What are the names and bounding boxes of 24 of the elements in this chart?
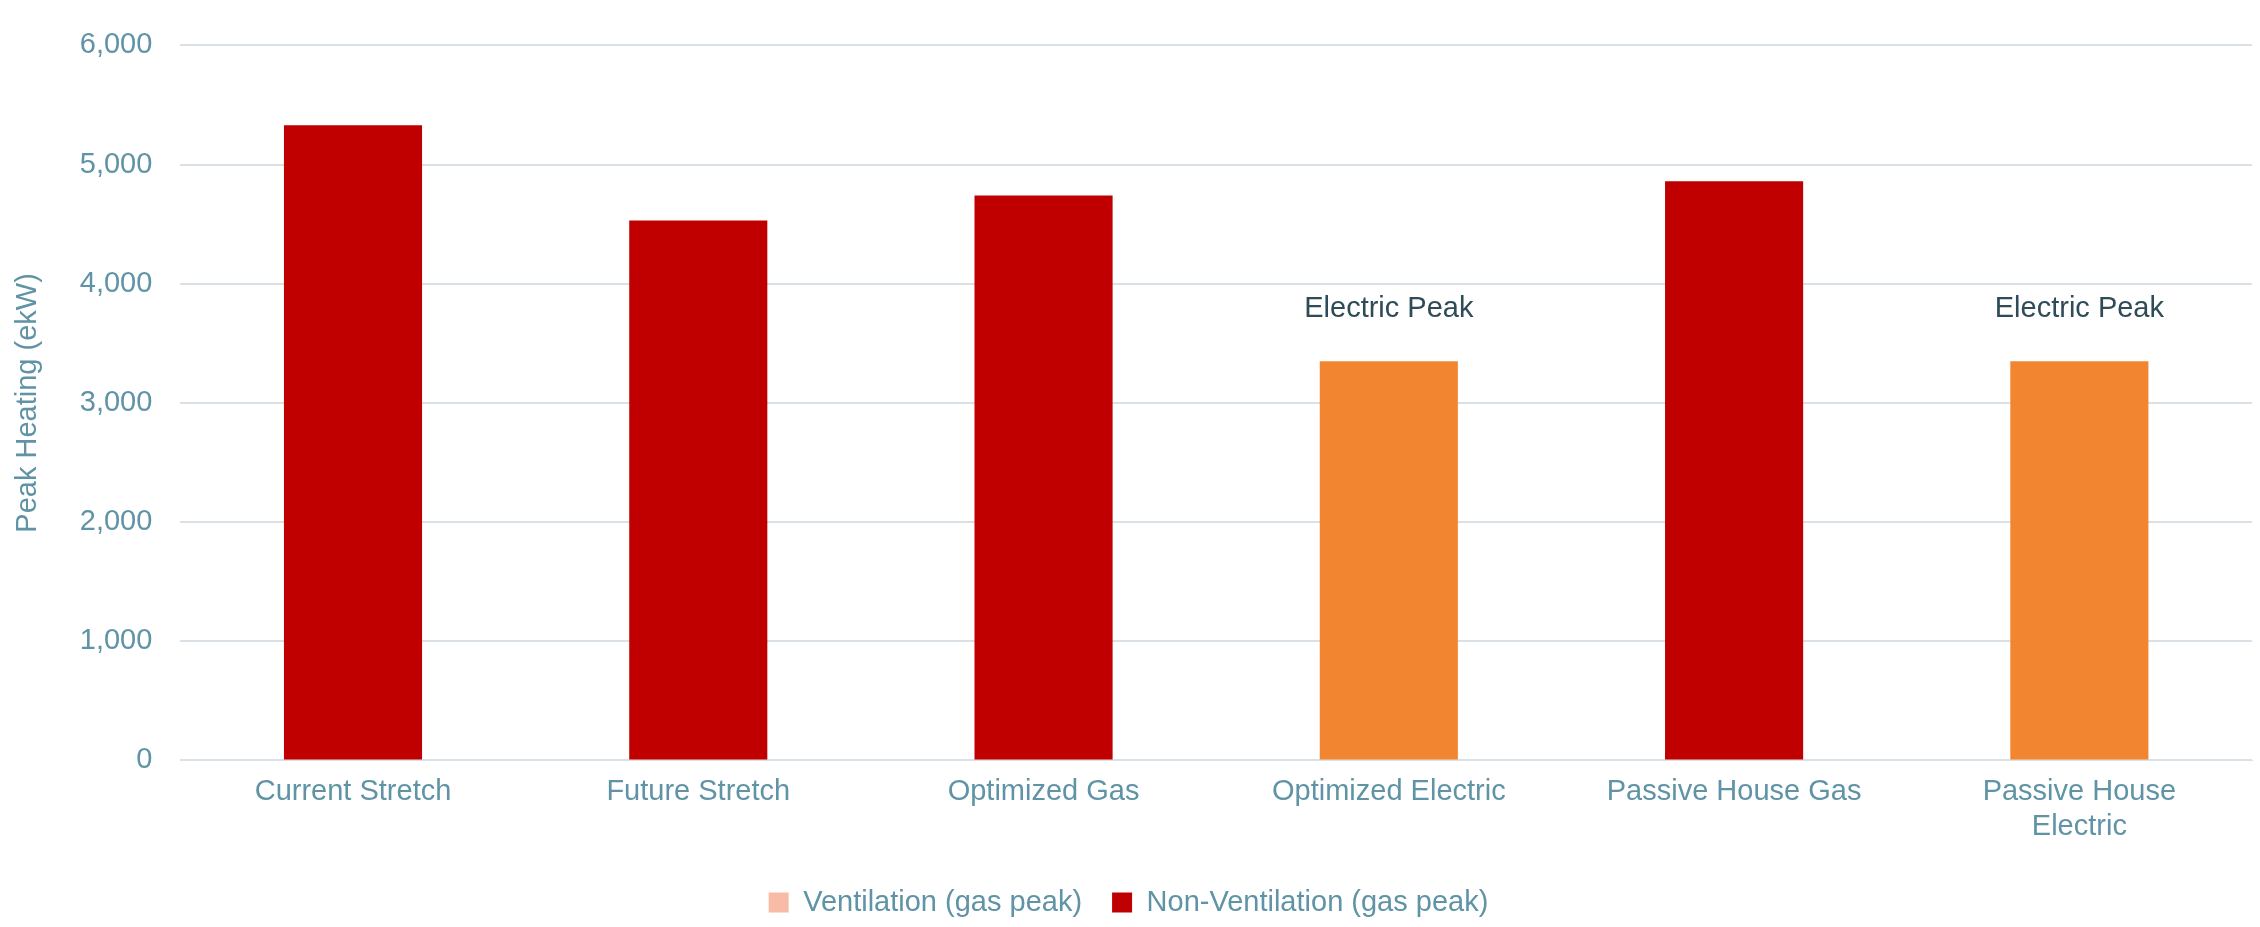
- bar: [2010, 361, 2149, 760]
- annotation: Electric Peak: [1304, 290, 1474, 323]
- bar: [1665, 181, 1804, 760]
- annotation: Electric Peak: [1994, 290, 2165, 323]
- y-tick-label: 2,000: [79, 504, 153, 537]
- legend-label: Ventilation (gas peak): [803, 884, 1083, 917]
- legend-label: Non-Ventilation (gas peak): [1146, 884, 1489, 917]
- y-tick-label: 3,000: [79, 384, 153, 417]
- y-tick-label: 5,000: [79, 146, 153, 179]
- bar: [1319, 361, 1458, 760]
- x-tick-label: Optimized Electric: [1271, 773, 1506, 806]
- y-axis-title: Peak Heating (ekW): [10, 273, 43, 533]
- bar: [974, 195, 1113, 760]
- x-tick-label: Current Stretch: [254, 773, 452, 806]
- y-tick-label: 6,000: [79, 27, 153, 60]
- x-tick-label: Future Stretch: [606, 773, 791, 806]
- y-tick-label: 0: [136, 742, 153, 775]
- x-tick-label: Optimized Gas: [947, 773, 1140, 806]
- bar: [629, 220, 768, 760]
- y-tick-label: 4,000: [79, 265, 153, 298]
- x-tick-label: Passive House Gas: [1606, 773, 1862, 806]
- bar: [283, 125, 423, 760]
- x-tick-label: Passive House Electric: [1982, 773, 2177, 841]
- y-tick-label: 1,000: [79, 623, 153, 656]
